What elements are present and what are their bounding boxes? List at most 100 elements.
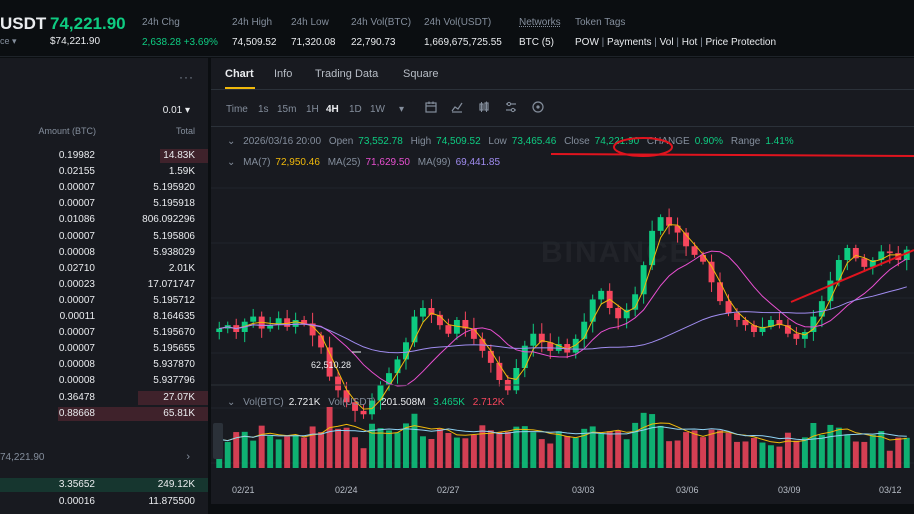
candle-body[interactable]: [216, 328, 223, 332]
interval-more-dropdown[interactable]: ▾: [399, 104, 405, 115]
candle-body[interactable]: [759, 326, 766, 332]
candle-body[interactable]: [852, 248, 859, 259]
interval-4h[interactable]: 4H: [326, 104, 339, 115]
volume-bar[interactable]: [326, 406, 333, 468]
volume-bar[interactable]: [386, 430, 392, 468]
candlestick-chart[interactable]: [211, 128, 914, 480]
candle-body[interactable]: [649, 230, 656, 266]
ask-row[interactable]: 0.00007 5.195712: [0, 293, 208, 309]
candle-body[interactable]: [835, 260, 842, 281]
volume-bar[interactable]: [657, 425, 664, 468]
candle-body[interactable]: [343, 390, 350, 403]
candle-body[interactable]: [784, 325, 791, 334]
tag-hot[interactable]: Hot: [681, 37, 698, 48]
volume-bar[interactable]: [496, 432, 503, 468]
volume-bar[interactable]: [572, 437, 579, 468]
volume-bar[interactable]: [224, 441, 231, 468]
symbol-label[interactable]: USDT: [0, 14, 47, 33]
candle-body[interactable]: [903, 249, 910, 260]
volume-bar[interactable]: [258, 425, 265, 468]
volume-bar[interactable]: [751, 438, 757, 468]
volume-bar[interactable]: [589, 426, 596, 468]
volume-bar[interactable]: [411, 413, 418, 468]
ask-row[interactable]: 0.00008 5.937796: [0, 373, 208, 389]
volume-bar[interactable]: [419, 436, 426, 468]
volume-bar[interactable]: [801, 437, 808, 468]
candle-body[interactable]: [462, 320, 469, 329]
candle-body[interactable]: [598, 290, 605, 300]
candle-body[interactable]: [623, 309, 630, 319]
chevron-right-icon[interactable]: ›: [186, 451, 190, 463]
volume-bar[interactable]: [352, 437, 359, 468]
volume-bar[interactable]: [615, 430, 622, 468]
candle-body[interactable]: [309, 323, 316, 336]
volume-bar[interactable]: [521, 426, 528, 468]
candle-body[interactable]: [352, 402, 359, 411]
tag-price-protection[interactable]: Price Protection: [705, 37, 777, 48]
volume-bar[interactable]: [793, 440, 800, 468]
candle-body[interactable]: [767, 320, 774, 327]
chart-scroll-handle[interactable]: [213, 423, 223, 459]
symbol-sub-label[interactable]: ce ▾: [0, 36, 17, 46]
stat-networks[interactable]: Networks BTC (5): [519, 17, 561, 48]
volume-bar[interactable]: [428, 439, 435, 468]
candle-body[interactable]: [742, 320, 749, 326]
candle-body[interactable]: [657, 217, 664, 231]
candle-body[interactable]: [547, 342, 554, 351]
candle-body[interactable]: [419, 308, 426, 317]
volume-bar[interactable]: [377, 428, 384, 468]
ask-row[interactable]: 0.01086 806.092296: [0, 212, 208, 228]
candle-body[interactable]: [683, 232, 690, 247]
volume-bar[interactable]: [606, 431, 613, 468]
interval-1s[interactable]: 1s: [258, 104, 269, 115]
ask-row[interactable]: 0.00008 5.938029: [0, 245, 208, 261]
volume-bar[interactable]: [632, 422, 639, 468]
candle-body[interactable]: [827, 280, 834, 302]
candle-body[interactable]: [818, 301, 825, 317]
candle-type-icon[interactable]: [477, 100, 491, 114]
ask-row[interactable]: 0.00011 8.164635: [0, 309, 208, 325]
volume-bar[interactable]: [717, 430, 723, 468]
volume-bar[interactable]: [547, 443, 554, 468]
candle-body[interactable]: [810, 316, 817, 332]
candle-body[interactable]: [521, 345, 528, 368]
candle-body[interactable]: [301, 320, 308, 324]
ask-row[interactable]: 0.00007 5.195918: [0, 196, 208, 212]
volume-bar[interactable]: [700, 437, 707, 468]
candle-body[interactable]: [700, 254, 707, 262]
candle-body[interactable]: [734, 313, 740, 320]
candle-body[interactable]: [776, 320, 783, 326]
volume-bar[interactable]: [581, 428, 588, 468]
volume-bar[interactable]: [861, 441, 868, 468]
candle-body[interactable]: [284, 318, 291, 327]
mid-price-row[interactable]: 74,221.90 ›: [0, 450, 208, 470]
tab-square[interactable]: Square: [403, 68, 439, 80]
candle-body[interactable]: [403, 342, 409, 360]
settings-sliders-icon[interactable]: [504, 100, 518, 114]
ask-row[interactable]: 0.19982 14.83K: [0, 148, 208, 164]
volume-bar[interactable]: [784, 432, 791, 468]
volume-bar[interactable]: [292, 435, 299, 468]
candle-body[interactable]: [589, 299, 596, 322]
tag-vol[interactable]: Vol: [659, 37, 674, 48]
candle-body[interactable]: [708, 261, 715, 283]
ask-row[interactable]: 0.00008 5.937870: [0, 357, 208, 373]
volume-bar[interactable]: [436, 428, 443, 468]
volume-bar[interactable]: [776, 446, 783, 468]
volume-bar[interactable]: [674, 440, 681, 468]
volume-bar[interactable]: [835, 427, 842, 468]
tab-chart[interactable]: Chart: [225, 68, 254, 80]
candle-body[interactable]: [496, 362, 503, 380]
volume-bar[interactable]: [903, 437, 910, 468]
candle-body[interactable]: [666, 217, 673, 226]
interval-15m[interactable]: 15m: [277, 104, 297, 115]
candle-body[interactable]: [394, 359, 401, 374]
candle-body[interactable]: [793, 333, 800, 339]
candle-body[interactable]: [564, 344, 571, 353]
candle-body[interactable]: [538, 333, 545, 343]
volume-bar[interactable]: [445, 433, 452, 468]
candle-body[interactable]: [801, 332, 808, 339]
volume-bar[interactable]: [598, 433, 605, 468]
ohlc-collapse-icon[interactable]: ⌄: [227, 136, 236, 147]
volume-bar[interactable]: [852, 441, 859, 468]
